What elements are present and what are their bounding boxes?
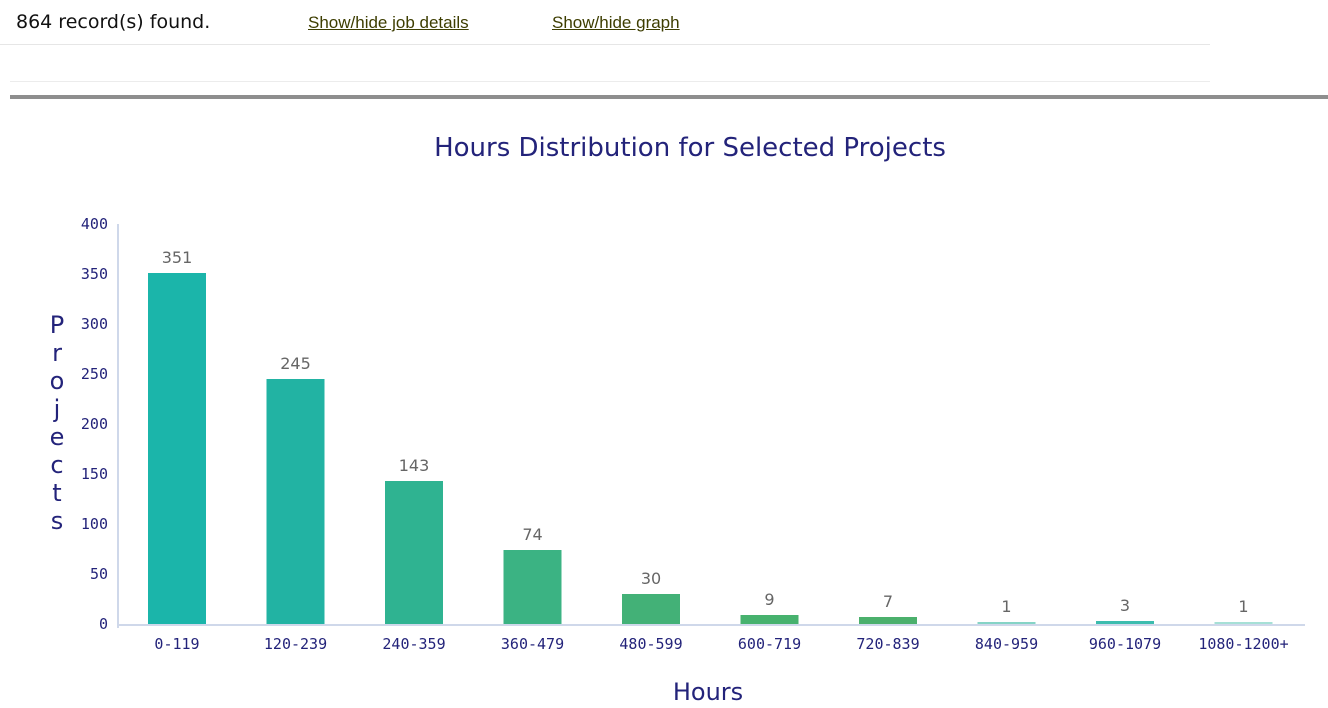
y-tick-label: 200	[81, 415, 108, 433]
y-axis-title: Projects	[50, 311, 65, 535]
bar-960-1079	[1096, 621, 1154, 624]
y-tick-label: 300	[81, 315, 108, 333]
bar-240-359	[385, 481, 443, 624]
record-count: 864 record(s) found.	[16, 11, 211, 33]
x-tick-label: 840-959	[975, 635, 1038, 653]
y-axis-title-letter: P	[50, 311, 64, 339]
section-divider	[10, 95, 1328, 99]
x-tick-label: 600-719	[738, 635, 801, 653]
y-tick-label: 250	[81, 365, 108, 383]
light-divider	[10, 81, 1210, 82]
bar-value-label: 3	[1120, 596, 1130, 615]
x-tick-label: 960-1079	[1089, 635, 1161, 653]
bar-value-label: 74	[522, 525, 542, 544]
bar-600-719	[740, 615, 799, 624]
bar-value-label: 143	[399, 456, 430, 475]
bar-value-label: 1	[1001, 597, 1011, 616]
y-tick-label: 50	[90, 565, 108, 583]
bar-value-label: 245	[280, 354, 311, 373]
bar-0-119	[148, 273, 206, 624]
bar-840-959	[977, 622, 1036, 624]
bar-value-label: 30	[641, 569, 661, 588]
y-axis-title-letter: r	[52, 339, 62, 367]
chart-title: Hours Distribution for Selected Projects	[434, 133, 946, 163]
y-axis-title-letter: t	[52, 479, 61, 507]
x-tick-label: 0-119	[154, 635, 199, 653]
y-tick-label: 0	[99, 615, 108, 633]
x-tick-label: 360-479	[501, 635, 564, 653]
y-axis-title-letter: o	[50, 367, 65, 395]
hours-distribution-chart: Hours Distribution for Selected Projects…	[0, 100, 1328, 708]
x-axis-title: Hours	[673, 678, 743, 706]
toggle-graph-link[interactable]: Show/hide graph	[552, 13, 680, 32]
y-axis-title-letter: s	[51, 507, 64, 535]
y-axis-ticks: 0 50 100 150 200 250 300 350 400	[81, 215, 108, 633]
y-tick-label: 100	[81, 515, 108, 533]
y-tick-label: 350	[81, 265, 108, 283]
bar-value-label: 1	[1238, 597, 1248, 616]
toggle-job-details-link[interactable]: Show/hide job details	[308, 13, 469, 32]
bar-value-label: 351	[162, 248, 193, 267]
results-toolbar: 864 record(s) found. Show/hide job detai…	[0, 0, 1210, 45]
y-axis-title-letter: e	[50, 423, 65, 451]
bar-1080-1200+	[1214, 622, 1273, 624]
y-axis-title-letter: j	[53, 395, 61, 423]
x-tick-label: 720-839	[856, 635, 919, 653]
bar-720-839	[859, 617, 917, 624]
y-tick-label: 150	[81, 465, 108, 483]
x-tick-label: 120-239	[264, 635, 327, 653]
y-axis-title-letter: c	[50, 451, 63, 479]
bar-value-label: 9	[764, 590, 774, 609]
x-axis-ticks: 0-119 120-239 240-359 360-479 480-599 600-719…	[154, 635, 1288, 653]
bar-120-239	[266, 379, 325, 624]
y-tick-label: 400	[81, 215, 108, 233]
x-tick-label: 480-599	[619, 635, 682, 653]
bar-value-labels: 351 245 143 74 30 9 7 1 3 1	[162, 248, 1249, 616]
bar-series	[148, 273, 1273, 624]
bar-480-599	[622, 594, 680, 624]
bar-360-479	[503, 550, 562, 624]
chart-canvas: Hours Distribution for Selected Projects…	[50, 133, 1305, 706]
x-tick-label: 240-359	[382, 635, 445, 653]
x-tick-label: 1080-1200+	[1198, 635, 1288, 653]
bar-value-label: 7	[883, 592, 893, 611]
